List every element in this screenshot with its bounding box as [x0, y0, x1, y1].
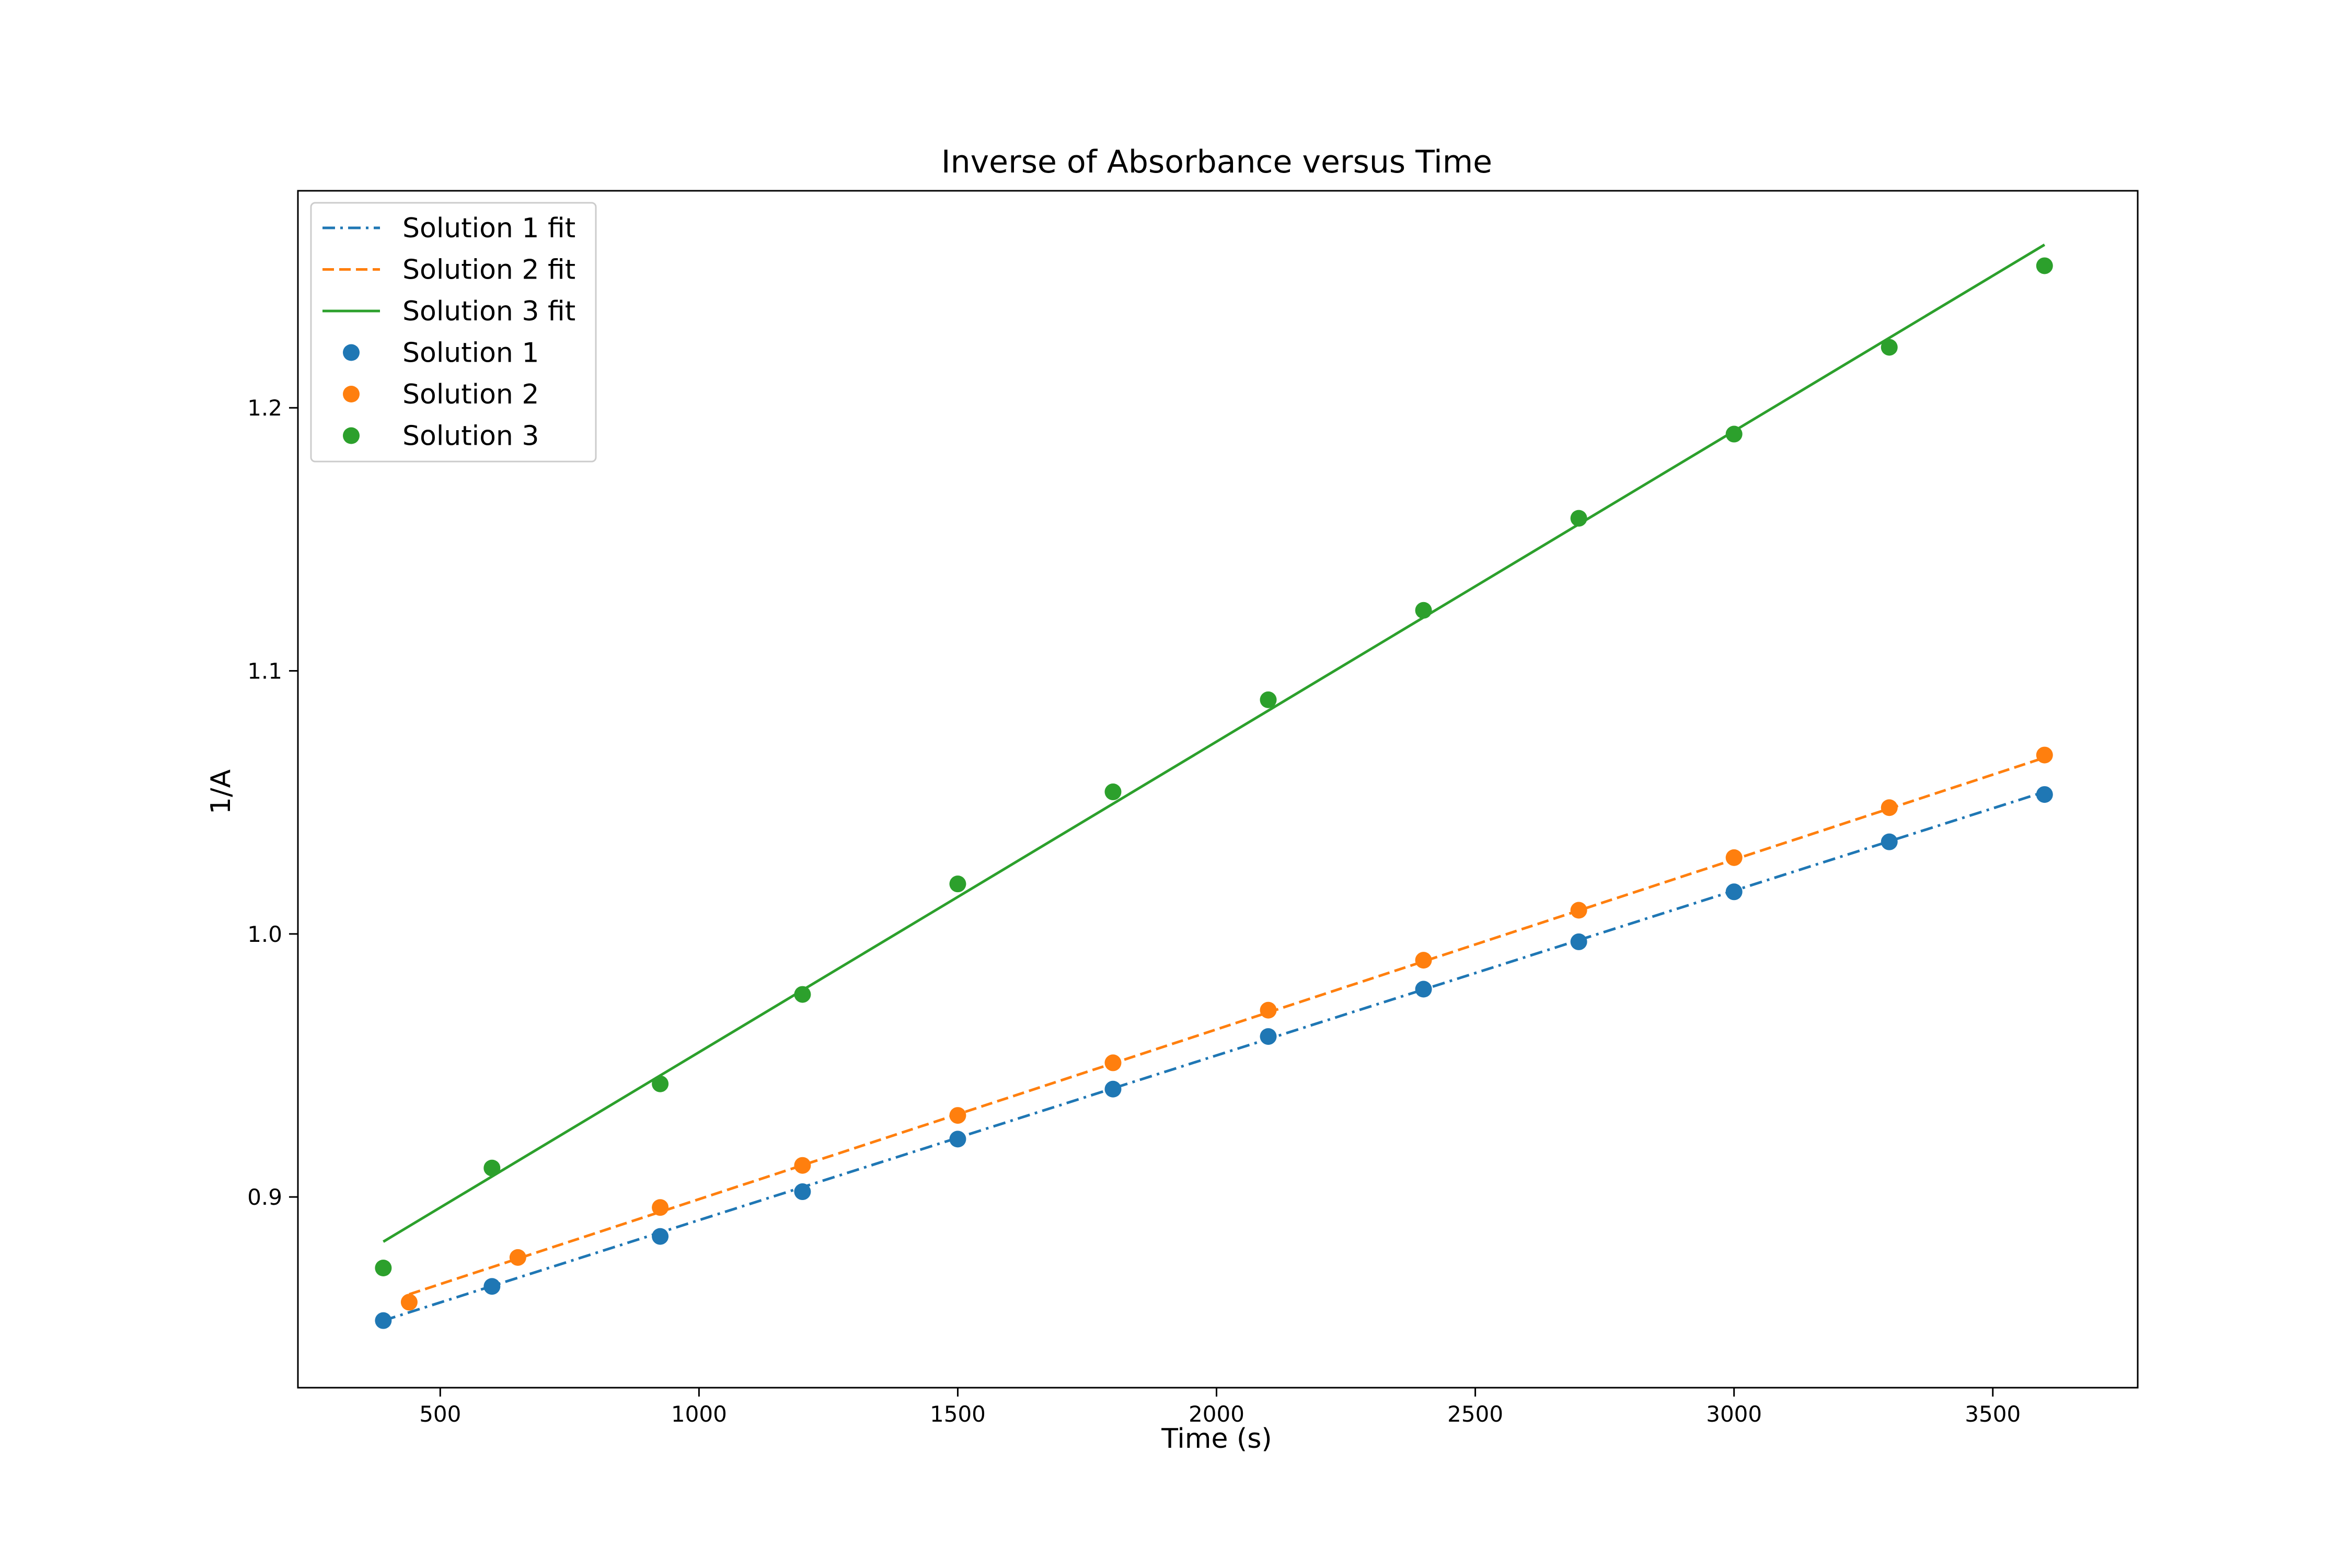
x-tick-label: 3500 [1965, 1401, 2021, 1427]
legend-label-solution-2-fit: Solution 2 fit [402, 255, 575, 286]
data-point-solution-3 [1570, 510, 1587, 527]
x-tick-label: 2500 [1447, 1401, 1503, 1427]
y-tick-label: 0.9 [247, 1184, 282, 1210]
data-point-solution-1 [949, 1131, 966, 1148]
axes-frame [297, 190, 2139, 1389]
data-point-solution-1 [1415, 981, 1432, 998]
legend-label-solution-1: Solution 1 [402, 338, 539, 369]
data-point-solution-2 [2036, 746, 2053, 764]
data-point-solution-1 [483, 1278, 501, 1295]
data-point-solution-3 [483, 1159, 501, 1177]
data-point-solution-1 [1104, 1080, 1122, 1098]
x-tick-label: 2000 [1189, 1401, 1244, 1427]
legend-marker-solution-1 [343, 344, 360, 361]
data-point-solution-1 [375, 1312, 392, 1329]
data-point-solution-3 [1104, 783, 1122, 801]
data-point-solution-2 [652, 1199, 669, 1216]
legend: Solution 1 fit Solution 2 fit Solution 3 f… [310, 202, 597, 463]
legend-marker-solution-2 [343, 386, 360, 402]
data-point-solution-3 [652, 1075, 669, 1092]
chart-title: Inverse of Absorbance versus Time [941, 144, 1492, 180]
data-point-solution-2 [1415, 952, 1432, 969]
data-point-solution-2 [400, 1294, 418, 1311]
data-point-solution-1 [652, 1228, 669, 1245]
data-point-solution-3 [375, 1260, 392, 1276]
legend-label-solution-3: Solution 3 [402, 421, 539, 452]
data-point-solution-2 [1260, 1001, 1277, 1019]
data-point-solution-3 [794, 986, 811, 1003]
data-point-solution-2 [1725, 849, 1743, 866]
data-point-solution-3 [1725, 425, 1743, 443]
legend-label-solution-2: Solution 2 [402, 379, 539, 410]
legend-label-solution-1-fit: Solution 1 fit [402, 213, 575, 244]
y-tick-label: 1.1 [247, 659, 282, 684]
x-axis-label: Time (s) [1161, 1423, 1272, 1455]
data-point-solution-1 [1260, 1028, 1277, 1045]
legend-label-solution-3-fit: Solution 3 fit [402, 296, 575, 327]
plot-area: 500 1000 1500 2000 2500 3000 3500 0.9 1.0 1.1 1.2 [247, 190, 2139, 1427]
data-point-solution-3 [1260, 691, 1277, 708]
y-tick-label: 1.2 [247, 395, 282, 421]
data-point-solution-1 [1881, 833, 1898, 850]
x-tick-label: 3000 [1706, 1401, 1762, 1427]
legend-marker-solution-3 [343, 427, 360, 444]
legend-box [310, 202, 597, 463]
data-point-solution-3 [1881, 339, 1898, 356]
x-tick-label: 1500 [930, 1401, 986, 1427]
data-point-solution-1 [794, 1183, 811, 1201]
data-point-solution-2 [509, 1249, 526, 1266]
data-point-solution-1 [1570, 933, 1587, 950]
x-tick-label: 500 [419, 1401, 461, 1427]
x-tick-label: 1000 [671, 1401, 727, 1427]
y-axis-label: 1/A [205, 769, 237, 814]
data-point-solution-1 [2036, 786, 2053, 803]
data-point-solution-3 [1415, 602, 1432, 619]
data-point-solution-3 [949, 875, 966, 893]
data-point-solution-2 [794, 1157, 811, 1174]
data-point-solution-2 [1881, 799, 1898, 816]
data-point-solution-3 [2036, 257, 2053, 274]
data-point-solution-2 [949, 1107, 966, 1124]
data-point-solution-1 [1725, 883, 1743, 901]
data-point-solution-2 [1570, 902, 1587, 919]
fit-line-solution-2 [409, 756, 2045, 1296]
data-point-solution-2 [1104, 1054, 1122, 1071]
y-tick-label: 1.0 [247, 921, 282, 947]
